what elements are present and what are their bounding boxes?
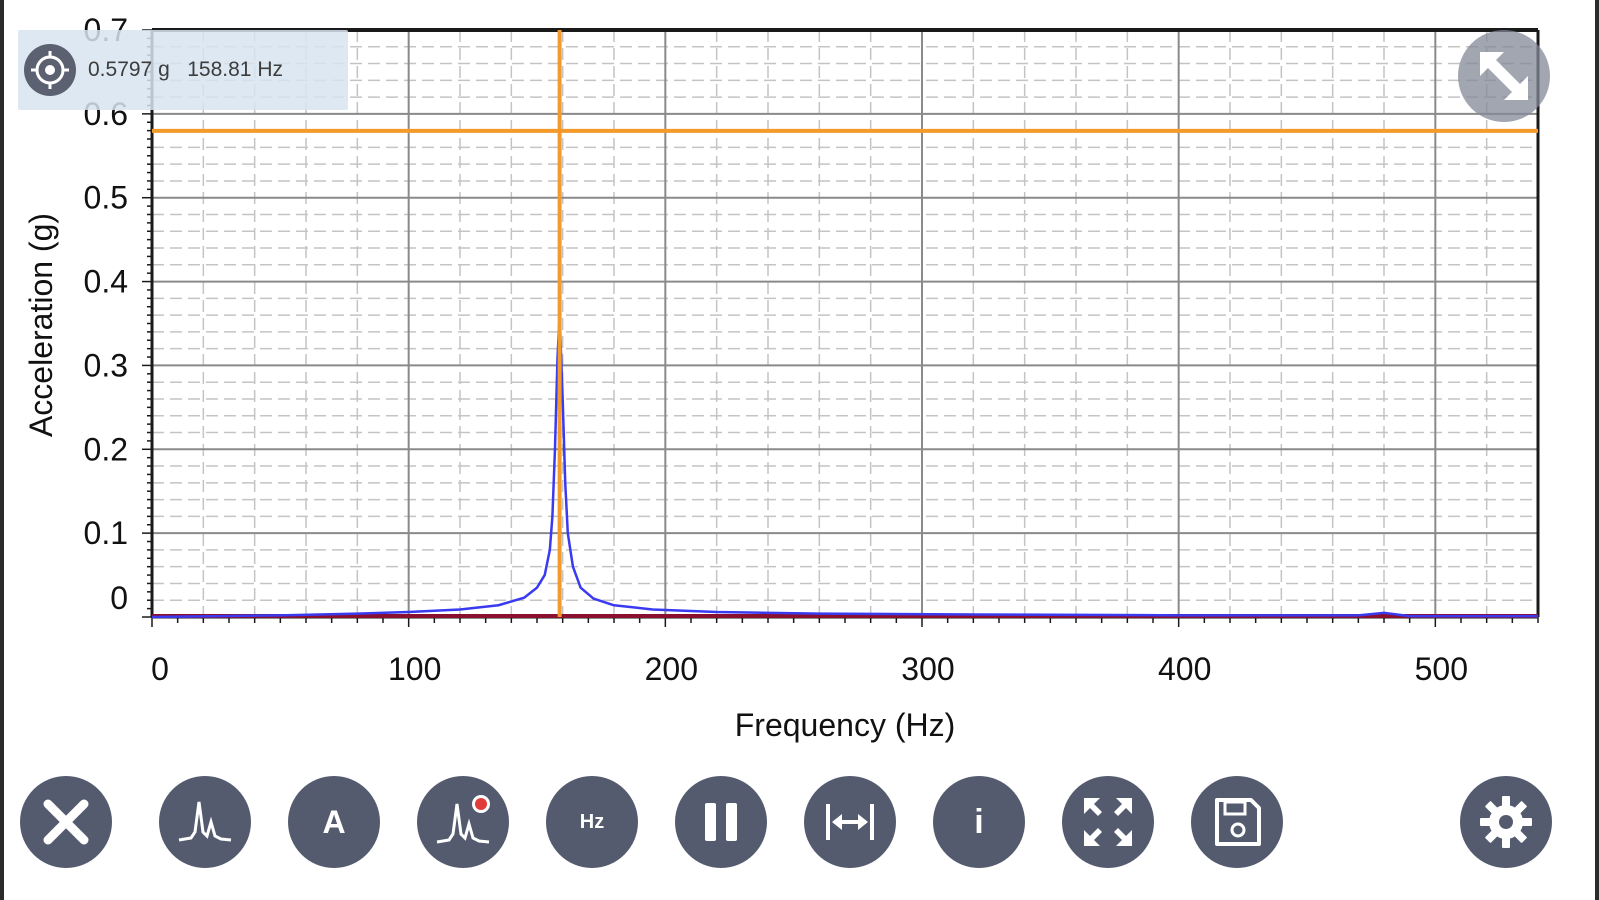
- hz-icon: Hz: [579, 810, 605, 833]
- peak-record-icon: [436, 795, 490, 844]
- y-tick-label: 0.1: [84, 515, 128, 551]
- close-icon: [43, 799, 89, 845]
- letter-a-icon: A: [322, 803, 346, 840]
- settings-button[interactable]: [1460, 776, 1552, 868]
- cursor-readout: 0.5797 g 158.81 Hz: [18, 30, 348, 110]
- fit-width-button[interactable]: [804, 776, 896, 868]
- floppy-disk-icon: [1215, 798, 1261, 846]
- peak-icon: [178, 801, 232, 842]
- y-tick-label: 0.5: [84, 180, 128, 216]
- x-tick-label: 100: [388, 651, 441, 687]
- spectrum-trace: [151, 313, 1538, 619]
- y-tick-label: 0.4: [84, 264, 128, 300]
- x-tick-label: 300: [901, 651, 954, 687]
- fit-width-icon: [826, 804, 874, 840]
- x-axis-label: Frequency (Hz): [735, 707, 956, 743]
- info-button[interactable]: i: [933, 776, 1025, 868]
- left-edge: [0, 0, 4, 900]
- x-tick-label: 500: [1415, 651, 1468, 687]
- y-tick-label: 0: [110, 580, 128, 616]
- info-icon: i: [974, 802, 984, 841]
- x-tick-label: 400: [1158, 651, 1211, 687]
- exit-fullscreen-button[interactable]: [1458, 30, 1550, 122]
- peak-record-button[interactable]: [417, 776, 509, 868]
- target-icon[interactable]: [24, 44, 76, 96]
- hz-button[interactable]: Hz: [546, 776, 638, 868]
- close-button[interactable]: [20, 776, 112, 868]
- collapse-arrow-icon: [1480, 52, 1528, 100]
- y-tick-label: 0.3: [84, 347, 128, 383]
- chart-grid: [151, 29, 1539, 618]
- chart-cursor[interactable]: [152, 30, 1538, 617]
- bottom-toolbar: A Hz: [0, 770, 1599, 880]
- x-tick-label: 200: [645, 651, 698, 687]
- peak-button[interactable]: [159, 776, 251, 868]
- y-axis-label: Acceleration (g): [23, 213, 59, 437]
- y-tick-label: 0.2: [84, 431, 128, 467]
- chart-axes: [142, 28, 1540, 627]
- expand-arrows-icon: [1084, 798, 1132, 846]
- save-button[interactable]: [1191, 776, 1283, 868]
- x-tick-label: 0: [151, 651, 169, 687]
- gear-icon: [1480, 796, 1532, 848]
- right-edge: [1595, 0, 1599, 900]
- cursor-readout-value: 0.5797 g 158.81 Hz: [88, 58, 283, 81]
- auto-button[interactable]: A: [288, 776, 380, 868]
- pause-icon: [705, 803, 737, 841]
- pause-button[interactable]: [675, 776, 767, 868]
- chart-series: [151, 313, 1538, 619]
- fullscreen-button[interactable]: [1062, 776, 1154, 868]
